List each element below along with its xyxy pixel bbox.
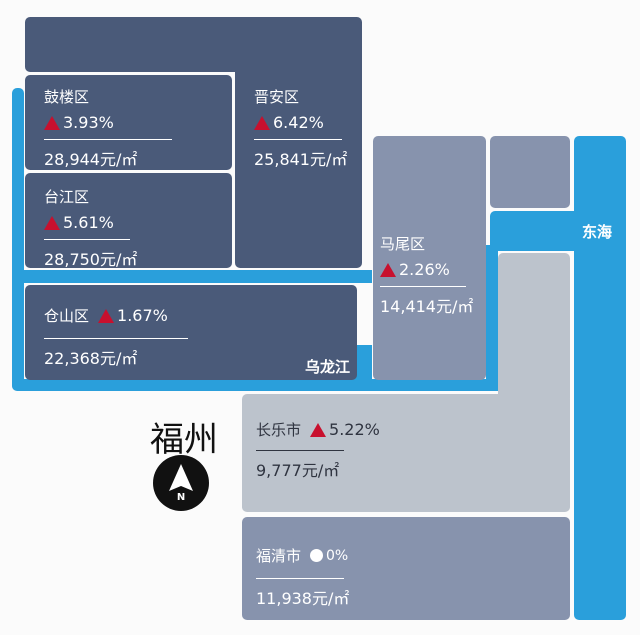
compass-letter: N [176, 492, 186, 503]
river-middle [20, 270, 372, 283]
district-name: 福清市 [256, 547, 302, 565]
up-triangle-icon [310, 422, 327, 437]
price: 28,750 [44, 250, 100, 269]
sea-inlet [490, 211, 580, 251]
district-name: 仓山区 [44, 307, 90, 325]
price-change: 5.22% [329, 420, 380, 439]
river-label: 乌龙江 [305, 358, 351, 376]
unit: 元/㎡ [435, 297, 474, 316]
price: 25,841 [254, 150, 310, 169]
up-triangle-icon [98, 308, 115, 323]
region-jinan [235, 60, 362, 268]
unit: 元/㎡ [311, 589, 350, 608]
north-compass-icon: N [153, 455, 209, 511]
unit: 元/㎡ [99, 250, 138, 269]
district-taijiang: 台江区 5.61% 28,750元/㎡ [44, 186, 137, 270]
up-triangle-icon [44, 215, 60, 230]
divider [44, 338, 188, 339]
flat-dot-icon [310, 549, 324, 562]
district-fuqing: 福清市 0% 11,938元/㎡ [256, 545, 349, 609]
region-fuqing [242, 517, 570, 620]
district-cangshan: 仓山区 1.67% 22,368元/㎡ [44, 305, 188, 369]
river-left [12, 88, 24, 390]
district-name: 晋安区 [254, 88, 300, 106]
divider [44, 139, 172, 140]
price: 9,777 [256, 461, 302, 480]
region-changle [242, 394, 570, 512]
price: 22,368 [44, 349, 100, 368]
region-cangshan [25, 285, 357, 380]
unit: 元/㎡ [309, 150, 348, 169]
divider [256, 578, 344, 579]
district-name: 鼓楼区 [44, 88, 90, 106]
district-changle: 长乐市 5.22% 9,777元/㎡ [256, 419, 380, 481]
price-change: 3.93% [63, 113, 114, 132]
district-gulou: 鼓楼区 3.93% 28,944元/㎡ [44, 86, 172, 170]
district-name: 长乐市 [256, 421, 302, 439]
river-bottom [12, 379, 498, 391]
up-triangle-icon [380, 262, 396, 277]
divider [44, 239, 130, 240]
district-name: 马尾区 [380, 235, 426, 253]
price-change: 5.61% [63, 213, 114, 232]
up-triangle-icon [44, 115, 60, 130]
up-triangle-icon [254, 115, 270, 130]
price-change: 0% [326, 547, 349, 564]
price-change: 1.67% [117, 306, 168, 325]
sea-label: 东海 [582, 223, 613, 241]
sea-strip [574, 136, 626, 620]
price: 11,938 [256, 589, 312, 608]
district-jinan: 晋安区 6.42% 25,841元/㎡ [254, 86, 347, 170]
unit: 元/㎡ [99, 150, 138, 169]
price: 28,944 [44, 150, 100, 169]
city-title: 福州 [150, 420, 218, 460]
price: 14,414 [380, 297, 436, 316]
unit: 元/㎡ [99, 349, 138, 368]
region-mawei [373, 136, 486, 380]
district-name: 台江区 [44, 188, 90, 206]
divider [254, 139, 342, 140]
region-changle-north [498, 253, 570, 403]
divider [380, 286, 466, 287]
price-change: 2.26% [399, 260, 450, 279]
region-northeast [490, 136, 570, 208]
sea-channel [486, 245, 498, 391]
district-mawei: 马尾区 2.26% 14,414元/㎡ [380, 233, 473, 317]
price-change: 6.42% [273, 113, 324, 132]
divider [256, 450, 344, 451]
unit: 元/㎡ [301, 461, 340, 480]
